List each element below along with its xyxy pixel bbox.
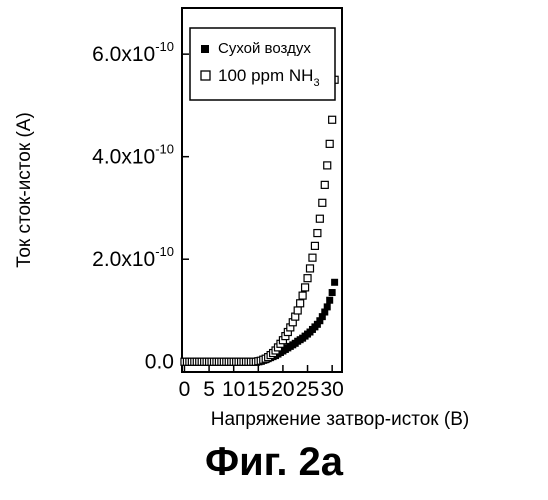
data-markers — [181, 76, 338, 365]
point-nh3 — [324, 162, 331, 169]
point-dry-air — [329, 289, 336, 296]
legend-box — [190, 28, 335, 100]
y-tick-exponent: -10 — [155, 244, 174, 259]
x-axis-ticks: 05 1015202530 — [179, 365, 344, 401]
y-tick-label: 6.0x10-10 — [92, 39, 174, 66]
y-tick-mantissa: 6.0x10 — [92, 43, 155, 66]
point-nh3 — [326, 140, 333, 147]
y-tick-exponent: -10 — [155, 142, 174, 157]
y-tick-mantissa: 4.0x10 — [92, 146, 155, 169]
y-axis-title: Ток сток-исток (A) — [14, 112, 35, 268]
legend-label-dry-air: Сухой воздух — [218, 40, 311, 57]
point-nh3 — [316, 215, 323, 222]
x-axis-title: Напряжение затвор-исток (В) — [211, 409, 469, 430]
point-nh3 — [302, 284, 309, 291]
x-tick-label: 25 — [296, 378, 319, 401]
y-tick-label: 0.0 — [145, 351, 174, 374]
x-tick-label: 20 — [271, 378, 294, 401]
point-nh3 — [314, 230, 321, 237]
point-nh3 — [321, 181, 328, 188]
legend-label-nh3-sub: 3 — [313, 77, 319, 89]
point-nh3 — [299, 292, 306, 299]
y-axis-ticks: 0.02.0x10-104.0x10-106.0x10-10 — [92, 39, 189, 374]
point-nh3 — [307, 265, 314, 272]
legend-marker-dry-air — [201, 45, 209, 53]
x-tick-label: 15 — [247, 378, 270, 401]
y-tick-exponent: -10 — [155, 39, 174, 54]
y-tick-mantissa: 0.0 — [145, 351, 174, 374]
x-tick-label: 5 — [203, 378, 215, 401]
legend: Сухой воздух 100 ppm NH3 — [190, 28, 335, 100]
point-dry-air — [324, 303, 331, 310]
point-nh3 — [311, 242, 318, 249]
x-tick-label: 10 — [222, 378, 245, 401]
y-tick-mantissa: 2.0x10 — [92, 248, 155, 271]
point-nh3 — [319, 199, 326, 206]
x-tick-label: 30 — [320, 378, 343, 401]
point-dry-air — [331, 279, 338, 286]
point-nh3 — [304, 275, 311, 282]
chart: 051015202530 0.02.0x10-104.0x10-106.0x10… — [0, 0, 548, 440]
point-nh3 — [294, 307, 301, 314]
y-tick-label: 2.0x10-10 — [92, 244, 174, 271]
x-tick-label: 0 — [179, 378, 191, 401]
point-dry-air — [326, 297, 333, 304]
point-nh3 — [309, 254, 316, 261]
figure-caption: Фиг. 2a — [0, 440, 548, 485]
legend-label-nh3-text: 100 ppm NH — [218, 66, 313, 85]
y-tick-label: 4.0x10-10 — [92, 142, 174, 169]
legend-marker-nh3 — [201, 71, 210, 80]
point-nh3 — [329, 116, 336, 123]
point-nh3 — [297, 300, 304, 307]
